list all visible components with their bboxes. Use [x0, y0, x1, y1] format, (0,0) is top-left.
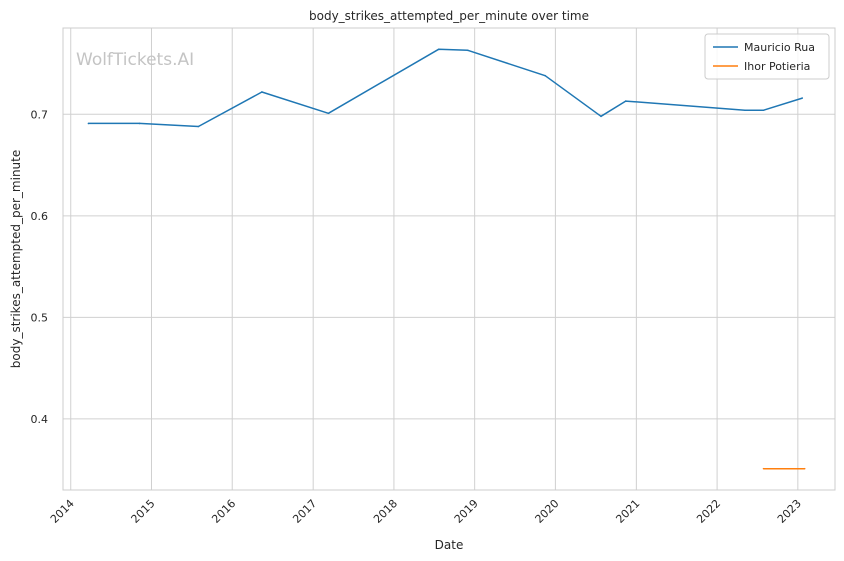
series-layer	[87, 48, 806, 470]
series-point	[87, 122, 90, 125]
series-point	[803, 467, 806, 470]
y-tick-label: 0.4	[31, 413, 49, 426]
series-point	[544, 74, 547, 77]
x-axis-label: Date	[435, 538, 464, 552]
y-tick-label: 0.7	[31, 108, 49, 121]
series-point	[762, 109, 765, 112]
series-point	[744, 109, 746, 112]
y-axis-label: body_strikes_attempted_per_minute	[9, 150, 23, 368]
legend-label: Mauricio Rua	[744, 41, 815, 54]
legend-label: Ihor Potieria	[744, 60, 810, 73]
y-tick-label: 0.5	[31, 311, 49, 324]
chart-title: body_strikes_attempted_per_minute over t…	[309, 9, 589, 23]
series-point	[197, 125, 200, 128]
series-point	[261, 91, 263, 93]
y-tick-label: 0.6	[31, 210, 49, 223]
series-point	[437, 48, 440, 51]
watermark-text: WolfTickets.AI	[76, 50, 194, 70]
series-point	[138, 122, 141, 125]
grid-layer	[63, 28, 835, 490]
series-point	[624, 100, 627, 102]
series-point	[762, 467, 765, 470]
series-point	[467, 49, 469, 52]
legend-box	[704, 33, 830, 80]
plot-frame	[62, 27, 836, 491]
series-point	[327, 112, 330, 115]
legend: Mauricio Rua Ihor Potieria	[704, 33, 830, 80]
series-point	[801, 97, 804, 99]
series-point	[600, 115, 602, 118]
